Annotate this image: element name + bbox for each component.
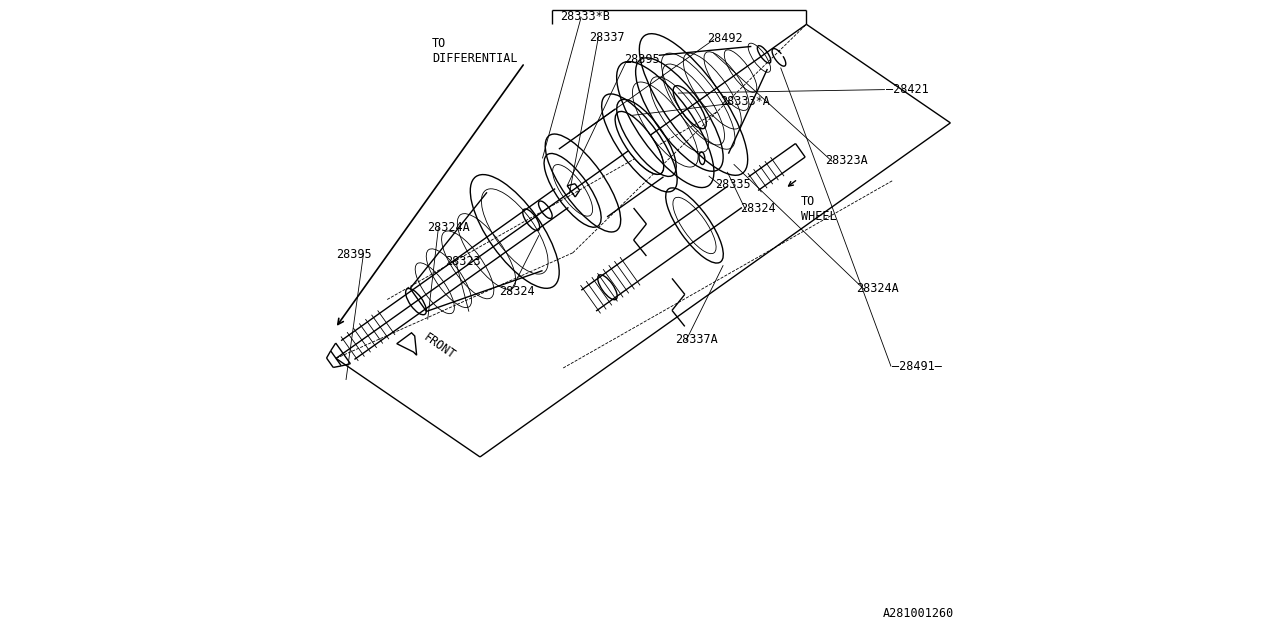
Text: 28337A: 28337A [676,333,718,346]
Text: TO
WHEEL: TO WHEEL [801,195,837,223]
Text: —28491—: —28491— [891,360,941,372]
Text: TO
DIFFERENTIAL: TO DIFFERENTIAL [433,37,517,65]
Text: 28492: 28492 [708,32,742,45]
Text: 28324: 28324 [499,285,535,298]
Text: 28323: 28323 [445,255,480,268]
Text: 28395: 28395 [625,53,659,66]
Text: 28324: 28324 [740,202,776,215]
Text: 28395: 28395 [335,248,371,261]
Text: 28335: 28335 [716,178,751,191]
Text: A281001260: A281001260 [882,607,954,620]
Text: 28323A: 28323A [826,154,868,166]
Text: 28324A: 28324A [428,221,470,234]
Text: 28337: 28337 [589,31,625,44]
Ellipse shape [616,111,664,175]
Text: —28421: —28421 [886,83,929,96]
Text: 28333*B: 28333*B [561,10,609,22]
Text: 28333*A: 28333*A [719,95,769,108]
Text: FRONT: FRONT [421,331,457,362]
Text: 28324A: 28324A [856,282,899,294]
